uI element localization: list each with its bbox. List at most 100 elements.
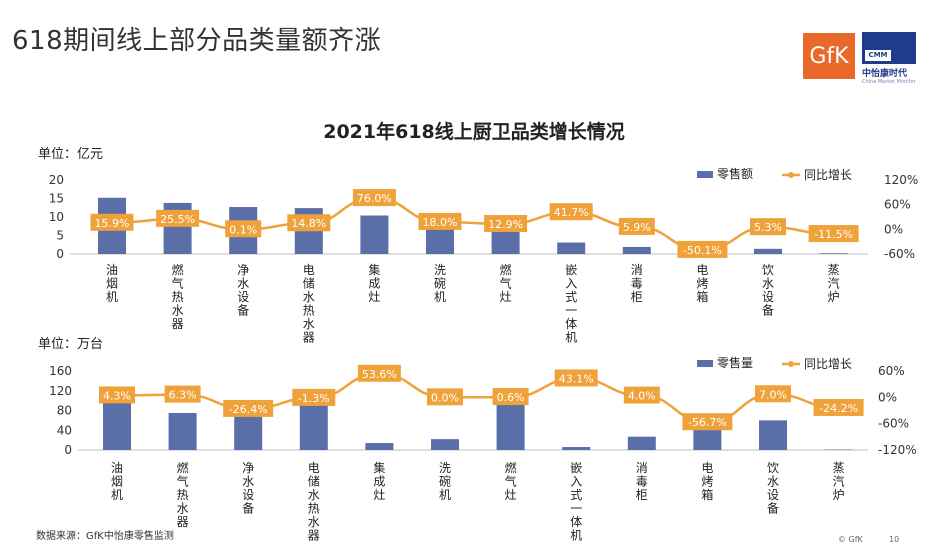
chart2-bar bbox=[168, 412, 197, 450]
chart1-category-char: 式 bbox=[565, 290, 577, 304]
chart1-growth-label-bg bbox=[808, 225, 859, 243]
chart1-growth-label-bg bbox=[484, 215, 528, 233]
chart2-category-char: 燃 bbox=[177, 460, 189, 475]
chart2-category-char: 热 bbox=[308, 502, 320, 516]
chart1-growth-label-bg bbox=[352, 189, 396, 207]
chart2-bar bbox=[693, 428, 722, 450]
chart1-category-char: 汽 bbox=[828, 276, 840, 291]
chart2-category-char: 器 bbox=[308, 529, 320, 543]
chart1-category-char: 饮 bbox=[762, 263, 774, 277]
chart1-category-char: 集 bbox=[368, 262, 380, 277]
chart2-category-char: 机 bbox=[570, 529, 582, 543]
chart1-growth-label-bg bbox=[677, 240, 728, 258]
chart1-category-char: 燃 bbox=[500, 262, 512, 277]
chart1-category-char: 毒 bbox=[631, 277, 643, 291]
chart1-category-char: 机 bbox=[565, 331, 577, 345]
chart1-category-char: 电 bbox=[303, 263, 315, 277]
chart1-category-char: 油 bbox=[106, 263, 118, 277]
chart2-category-char: 洗 bbox=[439, 461, 451, 475]
chart1-category-char: 水 bbox=[172, 304, 184, 318]
chart1-category-char: 备 bbox=[762, 304, 774, 318]
chart2-growth-label-bg bbox=[623, 386, 660, 404]
chart2-category-char: 蒸 bbox=[833, 461, 845, 475]
chart2-category-char: 毒 bbox=[636, 475, 648, 489]
chart1-growth-label: -50.1% bbox=[683, 244, 722, 257]
chart1-bar bbox=[360, 215, 389, 254]
chart2-growth-label: 0.6% bbox=[497, 391, 525, 404]
chart1-category-char: 一 bbox=[565, 304, 577, 318]
gfk-logo: GfK bbox=[803, 33, 855, 79]
chart1-left-tick: 5 bbox=[56, 229, 64, 243]
chart1-category-char: 电 bbox=[696, 263, 708, 277]
chart2-category-char: 柜 bbox=[636, 488, 648, 502]
chart2-bar bbox=[103, 402, 131, 450]
chart2-growth-label-bg bbox=[99, 386, 135, 404]
chart1-right-tick: 0% bbox=[884, 222, 903, 236]
chart1-category-char: 备 bbox=[237, 304, 249, 318]
chart1-left-tick: 15 bbox=[49, 192, 64, 206]
chart1-category-char: 机 bbox=[434, 290, 446, 304]
cmm-logo-name: 中怡康时代 bbox=[862, 69, 908, 79]
chart2-category-char: 设 bbox=[767, 488, 779, 502]
chart1-growth-label-bg bbox=[618, 217, 655, 235]
chart1-category-char: 水 bbox=[762, 277, 774, 291]
chart2-left-tick: 40 bbox=[57, 423, 72, 437]
chart2-category-char: 烤 bbox=[701, 474, 713, 489]
chart2-left-tick: 120 bbox=[49, 384, 72, 398]
chart2-category-char: 水 bbox=[177, 502, 189, 516]
chart1-growth-label: 76.0% bbox=[357, 192, 392, 205]
chart2-growth-label-bg bbox=[755, 385, 791, 403]
chart1-category-char: 设 bbox=[237, 290, 249, 304]
chart2-growth-label-bg bbox=[554, 369, 598, 387]
chart2-category-char: 热 bbox=[177, 488, 189, 502]
chart1-right-tick: 60% bbox=[884, 198, 911, 212]
chart2-growth-label: 53.6% bbox=[362, 368, 397, 381]
chart2-category-char: 灶 bbox=[505, 488, 517, 502]
chart1-category-char: 柜 bbox=[631, 290, 643, 304]
chart1-category-char: 灶 bbox=[500, 290, 512, 304]
chart2-category-char: 汽 bbox=[833, 474, 845, 489]
chart2-category-char: 嵌 bbox=[570, 461, 582, 475]
cmm-logo-sub: China Market Monitor bbox=[862, 79, 916, 85]
chart2-growth-label-bg bbox=[164, 385, 201, 403]
chart2-legend-bar-swatch bbox=[697, 360, 713, 367]
chart2-category-char: 储 bbox=[308, 474, 320, 489]
chart1-category-char: 烟 bbox=[106, 277, 118, 291]
chart2-unit-label: 单位：万台 bbox=[38, 337, 103, 352]
chart1-category-char: 消 bbox=[631, 263, 643, 277]
cmm-logo-box: CMM bbox=[862, 32, 916, 64]
chart1-growth-label: 15.9% bbox=[95, 217, 130, 230]
chart2-category-char: 水 bbox=[308, 515, 320, 529]
chart2-category-char: 燃 bbox=[505, 460, 517, 475]
chart1-category-char: 烤 bbox=[696, 276, 708, 291]
chart2-category-char: 水 bbox=[767, 475, 779, 489]
chart1-category-char: 气 bbox=[500, 276, 512, 291]
chart2-category-char: 备 bbox=[767, 502, 779, 516]
chart1-growth-label: -11.5% bbox=[814, 228, 853, 241]
chart2-category-char: 碗 bbox=[439, 474, 451, 489]
chart1-category-char: 炉 bbox=[828, 290, 840, 304]
chart1-category-char: 气 bbox=[172, 276, 184, 291]
chart2-category-char: 饮 bbox=[767, 461, 779, 475]
chart2-growth-label-bg bbox=[292, 388, 336, 406]
chart1-bar bbox=[557, 242, 586, 254]
chart2-right-tick: -120% bbox=[878, 443, 917, 457]
chart2-category-char: 炉 bbox=[833, 488, 845, 502]
chart1-growth-label: 5.3% bbox=[754, 221, 782, 234]
chart2-growth-label: 7.0% bbox=[759, 388, 787, 401]
chart2-category-char: 式 bbox=[570, 488, 582, 502]
chart1-category-char: 洗 bbox=[434, 263, 446, 277]
chart1-category-char: 水 bbox=[303, 290, 315, 304]
page-number: 10 bbox=[889, 535, 900, 544]
chart2-left-tick: 0 bbox=[64, 443, 72, 457]
chart1-left-tick: 10 bbox=[49, 210, 64, 224]
chart2-category-char: 烟 bbox=[111, 475, 123, 489]
chart1-bar bbox=[754, 248, 782, 254]
chart1-growth-label-bg bbox=[90, 213, 134, 231]
chart1-legend-line-marker bbox=[788, 172, 794, 178]
chart1-legend-bar-label: 零售额 bbox=[717, 166, 753, 181]
chart1-growth-label-bg bbox=[750, 218, 786, 236]
chart1-growth-label-bg bbox=[287, 214, 331, 232]
chart1-legend-bar-swatch bbox=[697, 171, 713, 178]
